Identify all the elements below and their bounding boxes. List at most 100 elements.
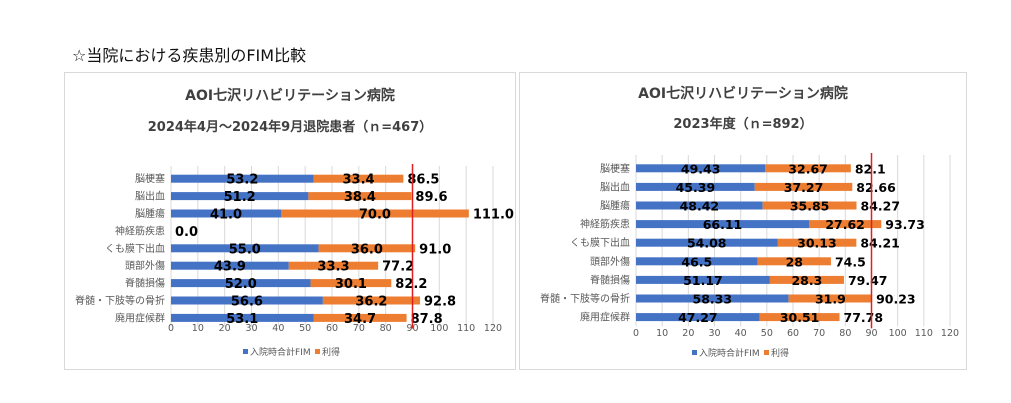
x-tick-label: 30 [245,323,257,334]
x-tick-label: 50 [299,323,311,334]
data-label-total: 82.1 [855,161,886,176]
data-label-total: 77.2 [382,260,414,275]
bar-fim [636,294,789,303]
x-tick-label: 100 [889,328,907,339]
data-label-total: 92.8 [424,295,456,310]
data-label-fim: 55.0 [229,242,261,257]
legend-label-gain: 利得 [771,347,789,359]
chart-subtitle: 2023年度（ｎ=892） [673,116,812,132]
data-label-gain: 37.27 [784,180,824,195]
x-tick-label: 40 [272,323,284,334]
legend-label-fim: 入院時合計FIM [250,346,311,358]
x-tick-label: 0 [633,328,639,339]
chart-title: AOI七沢リハビリテーション病院 [638,85,848,102]
data-label-gain: 38.4 [344,190,376,205]
category-label: 脊髄損傷 [125,277,165,290]
data-label-gain: 30.51 [780,310,820,325]
chart-title: AOI七沢リハビリテーション病院 [185,87,395,104]
data-label-fim: 49.43 [681,161,721,176]
x-tick-label: 10 [192,323,204,334]
category-label: 頭部外傷 [590,255,630,268]
x-tick-label: 90 [865,328,877,339]
data-label-fim: 53.2 [226,173,258,188]
data-label-total: 89.6 [415,190,447,205]
data-label-total: 87.8 [411,312,443,327]
data-label-fim: 46.5 [681,254,712,269]
data-label-fim: 0.0 [175,225,198,240]
data-label-fim: 66.11 [703,217,743,232]
x-tick-label: 110 [915,328,933,339]
x-tick-label: 70 [813,328,825,339]
bar-fim [171,296,323,305]
bar-gain [788,294,873,303]
data-label-fim: 52.0 [225,277,257,292]
data-label-fim: 45.39 [676,180,716,195]
x-tick-label: 0 [168,323,174,334]
data-label-gain: 31.9 [815,292,846,307]
category-label: 神経筋疾患 [115,224,165,237]
data-label-gain: 34.7 [344,312,376,327]
category-label: 脊髄損傷 [590,273,630,286]
data-label-gain: 28 [786,254,803,269]
page-heading: ☆当院における疾患別のFIM比較 [72,46,307,65]
x-tick-label: 40 [735,328,747,339]
data-label-gain: 33.4 [343,173,375,188]
category-label: 脳出血 [135,190,165,203]
chart-subtitle: 2024年4月～2024年9月退院患者（ｎ=467） [148,119,432,135]
x-tick-label: 110 [457,323,475,334]
data-label-total: 84.27 [861,199,901,214]
x-tick-label: 80 [839,328,851,339]
bar-fim [171,192,309,201]
category-label: 廃用症候群 [580,311,630,324]
bar-fim [636,313,760,322]
x-tick-label: 50 [761,328,773,339]
data-label-fim: 48.42 [680,199,720,214]
category-label: くも膜下出血 [105,242,165,255]
data-label-gain: 70.0 [359,208,391,223]
data-label-fim: 47.27 [678,310,718,325]
data-label-gain: 36.2 [355,295,387,310]
bar-gain [769,275,844,284]
data-label-gain: 27.62 [825,217,865,232]
data-label-fim: 56.6 [231,295,263,310]
legend-swatch-fim [692,350,697,355]
category-label: 脳腫瘍 [135,207,165,220]
data-label-fim: 53.1 [226,312,258,327]
data-label-total: 111.0 [473,208,514,223]
bar-fim [636,220,809,229]
x-tick-label: 120 [941,328,959,339]
category-label: 神経筋疾患 [580,218,630,231]
data-label-total: 93.73 [885,217,925,232]
category-label: 脳腫瘍 [600,199,630,212]
bar-gain [313,174,404,183]
x-tick-label: 60 [326,323,338,334]
x-tick-label: 20 [682,328,694,339]
bar-fim [171,279,311,288]
category-label: 頭部外傷 [125,259,165,272]
data-label-total: 91.0 [419,242,451,257]
data-label-total: 79.47 [848,273,888,288]
chart-2023: AOI七沢リハビリテーション病院 2023年度（ｎ=892） 0 10 20 30 40 50… [540,85,959,359]
bar-gain [754,182,853,191]
data-label-total: 82.2 [395,277,427,292]
x-tick-label: 10 [656,328,668,339]
data-label-gain: 30.13 [797,236,837,251]
bar-fim [636,238,778,247]
bar-gain [762,201,857,210]
category-label: くも膜下出血 [570,236,630,249]
data-label-fim: 51.17 [683,273,723,288]
bar-fim [636,164,766,173]
data-label-gain: 28.3 [791,273,822,288]
bar-gain [757,257,831,266]
x-tick-label: 20 [219,323,231,334]
data-label-gain: 36.0 [351,242,383,257]
legend-swatch-gain [764,350,769,355]
bar-gain [765,164,851,173]
category-label: 脊髄・下肢等の骨折 [540,292,630,305]
bar-gain [322,296,421,305]
data-label-gain: 32.67 [788,161,828,176]
data-label-fim: 58.33 [693,292,733,307]
bar-gain [759,313,840,322]
bar-fim [171,244,319,253]
data-label-total: 86.5 [407,173,439,188]
